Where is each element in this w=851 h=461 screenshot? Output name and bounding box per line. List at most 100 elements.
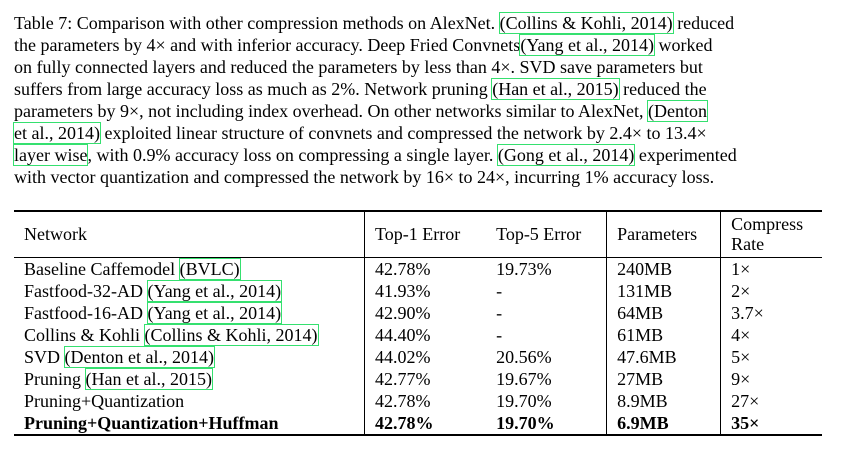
citation-link[interactable]: (Denton et al., 2014) bbox=[63, 345, 215, 368]
caption-text: , with 0.9% accuracy loss on compressing… bbox=[87, 145, 498, 165]
network-name: Fastfood-32-AD bbox=[24, 280, 148, 301]
cell-compress-rate: 2× bbox=[731, 280, 751, 301]
caption-line: on fully connected layers and reduced th… bbox=[14, 56, 837, 78]
caption-text: the parameters by 4× and with inferior a… bbox=[14, 35, 521, 55]
network-name: Pruning bbox=[24, 368, 86, 389]
caption-line: et al., 2014) exploited linear structure… bbox=[13, 122, 837, 144]
caption-text: on fully connected layers and reduced th… bbox=[14, 57, 703, 77]
cell-network: Pruning+Quantization bbox=[14, 389, 366, 412]
cell-top1-error: 44.40% bbox=[375, 324, 431, 345]
caption-text: reduced bbox=[672, 13, 735, 33]
cell-top5-error: 19.70% bbox=[486, 389, 608, 412]
header-top5-error: Top-5 Error bbox=[486, 210, 608, 258]
caption-text: Table 7: Comparison with other compressi… bbox=[14, 13, 500, 33]
network-name: Pruning+Quantization bbox=[24, 390, 185, 411]
cell-top1-error: 42.90% bbox=[375, 302, 431, 323]
caption-text: worked bbox=[653, 35, 713, 55]
cell-compress-rate: 35× bbox=[720, 411, 822, 436]
caption-text: suffers from large accuracy loss as much… bbox=[14, 79, 493, 99]
citation-link[interactable]: (Denton bbox=[647, 100, 708, 122]
cell-compress-rate: 5× bbox=[731, 346, 751, 367]
cell-top5-error: 19.73% bbox=[486, 257, 608, 280]
cell-top5-error: 19.67% bbox=[486, 367, 608, 390]
table-row: Pruning+Quantization+Huffman 42.78% 19.70%… bbox=[14, 411, 822, 436]
cell-network: Pruning+Quantization+Huffman bbox=[14, 411, 366, 436]
citation-link[interactable]: (Han et al., 2015) bbox=[84, 367, 213, 390]
citation-link[interactable]: (BVLC) bbox=[178, 257, 241, 280]
table-header-row: Network Top-1 Error Top-5 Error Paramete… bbox=[14, 210, 822, 258]
cell-top5-error: 20.56% bbox=[486, 345, 608, 368]
caption-line: with vector quantization and compressed … bbox=[14, 166, 837, 188]
table-row: SVD (Denton et al., 2014) 44.02% 20.56% 47.… bbox=[14, 345, 822, 368]
comparison-table: Network Top-1 Error Top-5 Error Paramete… bbox=[14, 210, 822, 436]
cell-parameters: 61MB bbox=[606, 323, 722, 346]
caption-line: layer wise, with 0.9% accuracy loss on c… bbox=[12, 144, 837, 166]
cell-parameters: 27MB bbox=[606, 367, 722, 390]
header-compress-rate-line2: Rate bbox=[731, 234, 765, 255]
header-network: Network bbox=[14, 210, 366, 258]
caption-text: parameters by 9×, not including index ov… bbox=[14, 101, 648, 121]
table-row: Baseline Caffemodel (BVLC) 42.78% 19.73% 24… bbox=[14, 257, 822, 280]
cell-network: Baseline Caffemodel (BVLC) bbox=[14, 257, 366, 280]
cell-network: Pruning (Han et al., 2015) bbox=[14, 367, 366, 390]
header-parameters: Parameters bbox=[606, 210, 722, 258]
citation-link[interactable]: (Yang et al., 2014) bbox=[146, 279, 283, 302]
cell-top1-error: 42.78% bbox=[375, 258, 431, 279]
cell-compress-rate: 4× bbox=[731, 324, 751, 345]
citation-link[interactable]: (Collins & Kohli, 2014) bbox=[498, 12, 674, 34]
cell-compress-rate: 9× bbox=[731, 368, 751, 389]
table-row: Pruning (Han et al., 2015) 42.77% 19.67% 27… bbox=[14, 367, 822, 390]
caption-text: exploited linear structure of convnets a… bbox=[99, 123, 707, 143]
network-name: Collins & Kohli bbox=[24, 324, 145, 345]
citation-link[interactable]: (Yang et al., 2014) bbox=[519, 34, 655, 56]
cell-top1-error: 42.78% bbox=[375, 390, 431, 411]
citation-link[interactable]: (Yang et al., 2014) bbox=[146, 301, 283, 324]
table-caption: Table 7: Comparison with other compressi… bbox=[12, 12, 837, 188]
table-row: Fastfood-16-AD (Yang et al., 2014) 42.90%… bbox=[14, 301, 822, 324]
table-row: Pruning+Quantization 42.78% 19.70% 8.9MB 27× bbox=[14, 389, 822, 412]
cell-parameters: 240MB bbox=[606, 257, 722, 280]
citation-link[interactable]: (Collins & Kohli, 2014) bbox=[143, 323, 319, 346]
cell-top5-error: - bbox=[486, 301, 608, 324]
cell-compress-rate: 3.7× bbox=[731, 302, 764, 323]
cell-parameters: 131MB bbox=[606, 279, 722, 302]
network-name: Baseline Caffemodel bbox=[24, 258, 180, 279]
header-top1-error: Top-1 Error bbox=[364, 210, 487, 258]
cell-compress-rate: 1× bbox=[731, 258, 751, 279]
cell-network: Collins & Kohli (Collins & Kohli, 2014) bbox=[14, 323, 366, 346]
citation-link[interactable]: layer wise bbox=[12, 144, 89, 166]
caption-text: experimented bbox=[634, 145, 737, 165]
network-name: SVD bbox=[24, 346, 65, 367]
network-name: Fastfood-16-AD bbox=[24, 302, 148, 323]
caption-line: Table 7: Comparison with other compressi… bbox=[14, 12, 837, 34]
cell-parameters: 6.9MB bbox=[606, 411, 722, 436]
cell-top1-error: 41.93% bbox=[375, 280, 431, 301]
cell-parameters: 47.6MB bbox=[606, 345, 722, 368]
cell-parameters: 8.9MB bbox=[606, 389, 722, 412]
cell-top5-error: - bbox=[486, 323, 608, 346]
citation-link[interactable]: (Han et al., 2015) bbox=[491, 78, 620, 100]
cell-network: SVD (Denton et al., 2014) bbox=[14, 345, 366, 368]
citation-link[interactable]: et al., 2014) bbox=[13, 122, 101, 144]
table-row: Collins & Kohli (Collins & Kohli, 2014) 4… bbox=[14, 323, 822, 346]
table-row: Fastfood-32-AD (Yang et al., 2014) 41.93%… bbox=[14, 279, 822, 302]
cell-top1-error: 42.77% bbox=[375, 368, 431, 389]
cell-top5-error: 19.70% bbox=[486, 411, 608, 436]
cell-top1-error: 42.78% bbox=[364, 411, 487, 436]
network-name: Pruning+Quantization+Huffman bbox=[24, 412, 279, 433]
caption-line: the parameters by 4× and with inferior a… bbox=[14, 34, 837, 56]
cell-top1-error: 44.02% bbox=[375, 346, 431, 367]
cell-network: Fastfood-16-AD (Yang et al., 2014) bbox=[14, 301, 366, 324]
caption-line: suffers from large accuracy loss as much… bbox=[14, 78, 837, 100]
citation-link[interactable]: (Gong et al., 2014) bbox=[496, 144, 636, 166]
header-compress-rate-line1: Compress bbox=[731, 214, 804, 235]
caption-text: reduced the bbox=[618, 79, 707, 99]
caption-text: with vector quantization and compressed … bbox=[14, 167, 715, 187]
cell-network: Fastfood-32-AD (Yang et al., 2014) bbox=[14, 279, 366, 302]
table-body: Baseline Caffemodel (BVLC) 42.78% 19.73% 24… bbox=[14, 257, 822, 436]
cell-compress-rate: 27× bbox=[731, 390, 760, 411]
caption-line: parameters by 9×, not including index ov… bbox=[14, 100, 837, 122]
cell-parameters: 64MB bbox=[606, 301, 722, 324]
header-compress-rate: Compress Rate bbox=[720, 210, 822, 258]
